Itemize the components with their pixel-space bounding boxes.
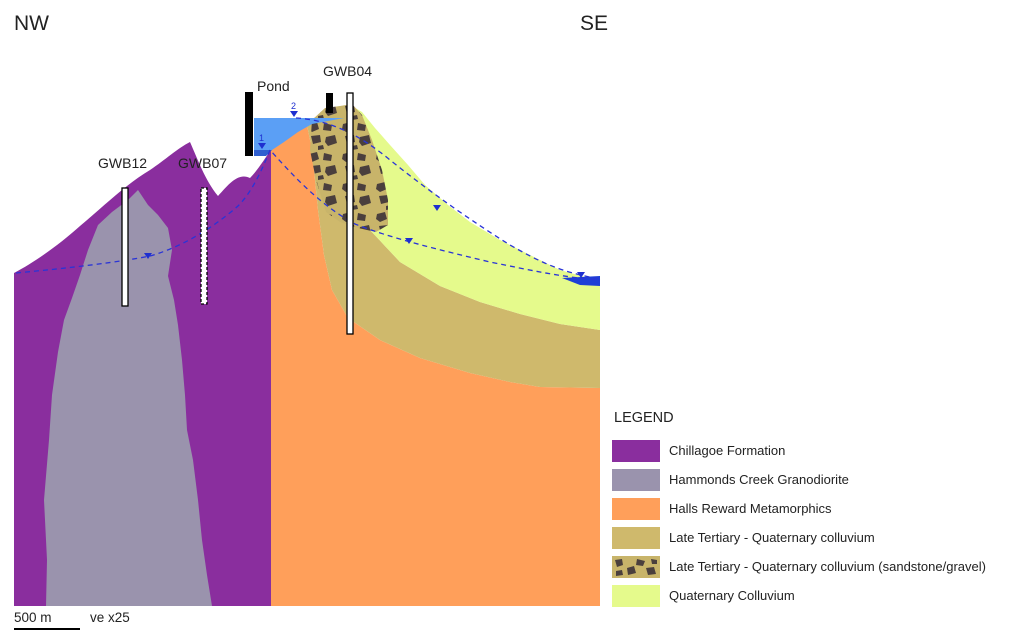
pond-post	[245, 92, 253, 156]
legend-item-label: Chillagoe Formation	[669, 443, 786, 458]
late-tertiary-colluvium-unit	[306, 110, 600, 388]
well-label-gwb04: GWB04	[323, 63, 372, 79]
pond-label: Pond	[257, 78, 290, 94]
water-level-marker-1-label: 1	[259, 133, 264, 143]
direction-nw-label: NW	[14, 12, 49, 35]
legend-item-label: Late Tertiary - Quaternary colluvium	[669, 530, 875, 545]
legend-item-label: Halls Reward Metamorphics	[669, 501, 832, 516]
water-level-marker-2-icon	[290, 111, 298, 117]
legend-items: Chillagoe Formation Hammonds Creek Granod…	[612, 436, 1024, 610]
well-label-gwb12: GWB12	[98, 155, 147, 171]
legend-item: Quaternary Colluvium	[612, 581, 1024, 610]
legend-item: Late Tertiary - Quaternary colluvium (sa…	[612, 552, 1024, 581]
legend-item: Halls Reward Metamorphics	[612, 494, 1024, 523]
scale-bar	[14, 628, 80, 630]
legend-item-label: Hammonds Creek Granodiorite	[669, 472, 849, 487]
water-level-marker-icon	[577, 272, 585, 278]
borehole-gwb07	[200, 187, 208, 305]
borehole-gwb04	[346, 92, 354, 335]
water-table-line-2	[295, 117, 601, 280]
water-level-marker-icon	[433, 205, 441, 211]
water-level-marker-icon	[144, 253, 152, 259]
legend-swatch	[612, 439, 660, 462]
legend-item-label: Quaternary Colluvium	[669, 588, 795, 603]
legend-swatch	[612, 526, 660, 549]
legend-item: Late Tertiary - Quaternary colluvium	[612, 523, 1024, 552]
legend-swatch	[612, 468, 660, 491]
borehole-gwb12	[121, 187, 129, 307]
legend-item: Chillagoe Formation	[612, 436, 1024, 465]
water-level-marker-2-label: 2	[291, 101, 296, 111]
hammonds-creek-granodiorite-unit	[44, 190, 212, 606]
well-label-gwb07: GWB07	[178, 155, 227, 171]
legend-swatch	[612, 497, 660, 520]
pond-water	[254, 118, 344, 150]
legend-item-label: Late Tertiary - Quaternary colluvium (sa…	[669, 559, 986, 574]
gwb04-post	[326, 93, 333, 113]
legend: LEGEND Chillagoe Formation Hammonds Creek…	[612, 410, 1024, 610]
halls-reward-metamorphics-unit	[271, 120, 600, 606]
legend-swatch	[612, 555, 660, 578]
legend-title: LEGEND	[614, 410, 674, 426]
quaternary-colluvium-unit	[344, 106, 600, 330]
vertical-exaggeration-label: ve x25	[90, 610, 130, 625]
creek-water	[562, 276, 600, 286]
scale-bar-label: 500 m	[14, 610, 52, 625]
legend-swatch	[612, 584, 660, 607]
direction-se-label: SE	[580, 12, 609, 35]
legend-item: Hammonds Creek Granodiorite	[612, 465, 1024, 494]
pond-lower-water	[254, 150, 272, 156]
water-level-marker-1-icon	[258, 143, 266, 149]
water-level-marker-icon	[405, 238, 413, 244]
